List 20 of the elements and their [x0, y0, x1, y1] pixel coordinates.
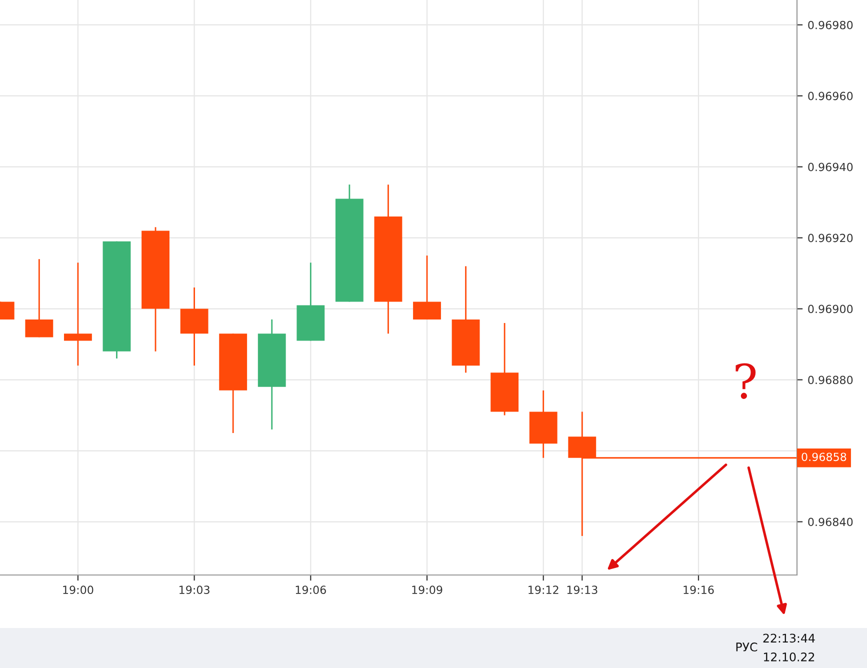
y-tick-label: 0.96880	[808, 376, 853, 384]
x-tick-label: 19:16	[684, 586, 714, 594]
y-tick-label: 0.96980	[808, 20, 853, 30]
x-tick-label: 19:00	[63, 586, 94, 594]
annotation: ?	[736, 363, 756, 399]
y-tick-label: 0.96960	[808, 92, 853, 100]
text: 22:13:44	[763, 634, 815, 643]
x-tick-label: 19:12	[528, 586, 558, 594]
ref-line-label: 0.96858	[802, 452, 846, 462]
x-tick-label: 19:06	[296, 586, 326, 594]
y-tick-label: 0.96840	[808, 518, 853, 526]
y-tick-label: 0.96920	[808, 234, 853, 242]
x-tick-label: 19:03	[180, 586, 210, 594]
candlestick	[64, 262, 92, 366]
x-tick-label: 19:13	[567, 586, 598, 594]
text: РУС	[736, 642, 758, 652]
y-tick-label: 0.96900	[808, 304, 853, 314]
y-tick-label: 0.96940	[808, 162, 853, 172]
text: 12.10.22	[764, 652, 814, 662]
x-tick-label: 19:09	[412, 586, 442, 594]
